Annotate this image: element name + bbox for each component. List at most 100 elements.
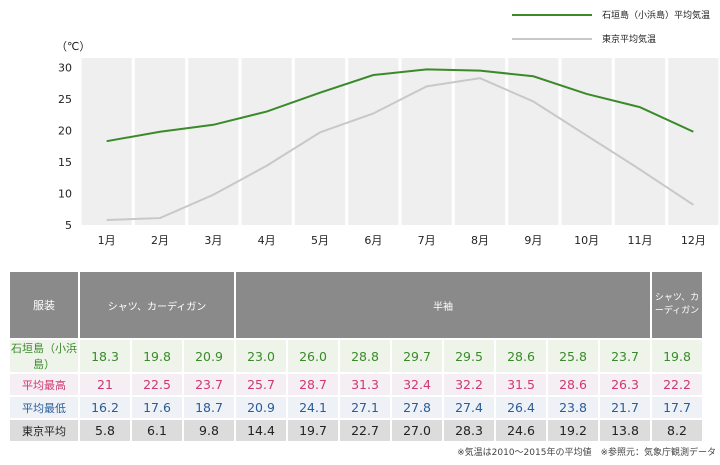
legend-label: 石垣島（小浜島）平均気温 <box>602 9 710 21</box>
y-tick-label: 10 <box>58 187 72 200</box>
table-cell: 28.7 <box>288 374 338 395</box>
table-cell: 27.8 <box>392 397 442 418</box>
table-cell: 20.9 <box>236 397 286 418</box>
table-cell: 32.2 <box>444 374 494 395</box>
table-cell: 17.6 <box>132 397 182 418</box>
table-cell: 14.4 <box>236 420 286 441</box>
table-cell: 18.3 <box>80 340 130 372</box>
x-tick-label: 7月 <box>418 234 436 247</box>
x-tick-label: 6月 <box>364 234 382 247</box>
table-cell: 13.8 <box>600 420 650 441</box>
y-unit-label: （℃） <box>56 40 90 53</box>
table-cell: 22.5 <box>132 374 182 395</box>
table-cell: 18.7 <box>184 397 234 418</box>
row-label: 平均最高 <box>10 374 78 395</box>
month-band <box>614 58 666 225</box>
x-tick-label: 5月 <box>311 234 329 247</box>
table-cell: 23.8 <box>548 397 598 418</box>
table-cell: 29.7 <box>392 340 442 372</box>
legend-label: 東京平均気温 <box>602 33 656 45</box>
table-cell: 9.8 <box>184 420 234 441</box>
table-cell: 19.8 <box>652 340 702 372</box>
table-cell: 29.5 <box>444 340 494 372</box>
row-label: 石垣島（小浜島） <box>10 340 78 372</box>
month-band <box>241 58 292 225</box>
month-bands <box>81 58 719 225</box>
footnote: ※気温は2010〜2015年の平均値 ※参照元：気象庁観測データ <box>457 448 716 458</box>
y-tick-label: 25 <box>58 93 72 106</box>
x-tick-label: 11月 <box>628 234 653 247</box>
month-band <box>348 58 399 225</box>
month-band <box>508 58 559 225</box>
x-tick-label: 9月 <box>524 234 542 247</box>
temperature-table: 服装 シャツ、カーディガン 半袖 シャツ、カーディガン 石垣島（小浜島） 18.3 19… <box>8 270 704 443</box>
clothing-row: 服装 シャツ、カーディガン 半袖 シャツ、カーディガン <box>10 272 702 338</box>
table-cell: 26.4 <box>496 397 546 418</box>
x-tick-label: 8月 <box>471 234 489 247</box>
x-tick-label: 3月 <box>204 234 222 247</box>
table-row: 平均最高 21 22.5 23.7 25.7 28.7 31.3 32.4 32.2 31.5 28… <box>10 374 702 395</box>
y-tick-label: 5 <box>65 219 72 232</box>
clothing-cell: シャツ、カーディガン <box>80 272 234 338</box>
table-cell: 24.1 <box>288 397 338 418</box>
month-band <box>134 58 186 225</box>
x-tick-label: 1月 <box>98 234 116 247</box>
table-cell: 25.8 <box>548 340 598 372</box>
x-tick-label: 2月 <box>151 234 169 247</box>
table-cell: 20.9 <box>184 340 234 372</box>
table-cell: 24.6 <box>496 420 546 441</box>
month-band <box>668 58 719 225</box>
table-cell: 27.1 <box>340 397 390 418</box>
table-cell: 19.7 <box>288 420 338 441</box>
table-cell: 26.3 <box>600 374 650 395</box>
x-tick-label: 12月 <box>681 234 706 247</box>
x-tick-label: 4月 <box>258 234 276 247</box>
y-tick-label: 30 <box>58 61 72 74</box>
clothing-cell: 半袖 <box>236 272 650 338</box>
clothing-label: 服装 <box>10 272 78 338</box>
table-cell: 25.7 <box>236 374 286 395</box>
table-cell: 23.7 <box>184 374 234 395</box>
month-band <box>454 58 506 225</box>
y-axis: （℃） 5 10 15 20 25 30 <box>56 40 90 232</box>
table-cell: 27.0 <box>392 420 442 441</box>
table-cell: 23.7 <box>600 340 650 372</box>
table-cell: 19.2 <box>548 420 598 441</box>
month-band <box>81 58 132 225</box>
table-cell: 31.5 <box>496 374 546 395</box>
table-row: 東京平均 5.8 6.1 9.8 14.4 19.7 22.7 27.0 28.3 24.6 19.… <box>10 420 702 441</box>
series-line <box>106 68 694 143</box>
table-cell: 28.8 <box>340 340 390 372</box>
table-cell: 32.4 <box>392 374 442 395</box>
table-cell: 8.2 <box>652 420 702 441</box>
table-cell: 21 <box>80 374 130 395</box>
table-cell: 22.2 <box>652 374 702 395</box>
table-cell: 6.1 <box>132 420 182 441</box>
table-cell: 31.3 <box>340 374 390 395</box>
table-cell: 28.6 <box>496 340 546 372</box>
table-cell: 5.8 <box>80 420 130 441</box>
y-tick-label: 20 <box>58 124 72 137</box>
x-axis: 1月 2月 3月 4月 5月 6月 7月 8月 9月 10月 11月 12月 <box>98 234 706 247</box>
month-band <box>188 58 239 225</box>
table-cell: 22.7 <box>340 420 390 441</box>
series-lines <box>106 68 694 221</box>
table-row: 石垣島（小浜島） 18.3 19.8 20.9 23.0 26.0 28.8 29.7 29.5… <box>10 340 702 372</box>
series-line <box>106 77 694 221</box>
y-tick-label: 15 <box>58 156 72 169</box>
row-label: 東京平均 <box>10 420 78 441</box>
month-band <box>294 58 346 225</box>
table-row: 平均最低 16.2 17.6 18.7 20.9 24.1 27.1 27.8 27.4 26.4… <box>10 397 702 418</box>
table-cell: 19.8 <box>132 340 182 372</box>
table-cell: 28.3 <box>444 420 494 441</box>
table-cell: 28.6 <box>548 374 598 395</box>
clothing-cell: シャツ、カーディガン <box>652 272 702 338</box>
row-label: 平均最低 <box>10 397 78 418</box>
table-cell: 23.0 <box>236 340 286 372</box>
month-band <box>561 58 612 225</box>
table-cell: 16.2 <box>80 397 130 418</box>
table-cell: 27.4 <box>444 397 494 418</box>
table-cell: 26.0 <box>288 340 338 372</box>
